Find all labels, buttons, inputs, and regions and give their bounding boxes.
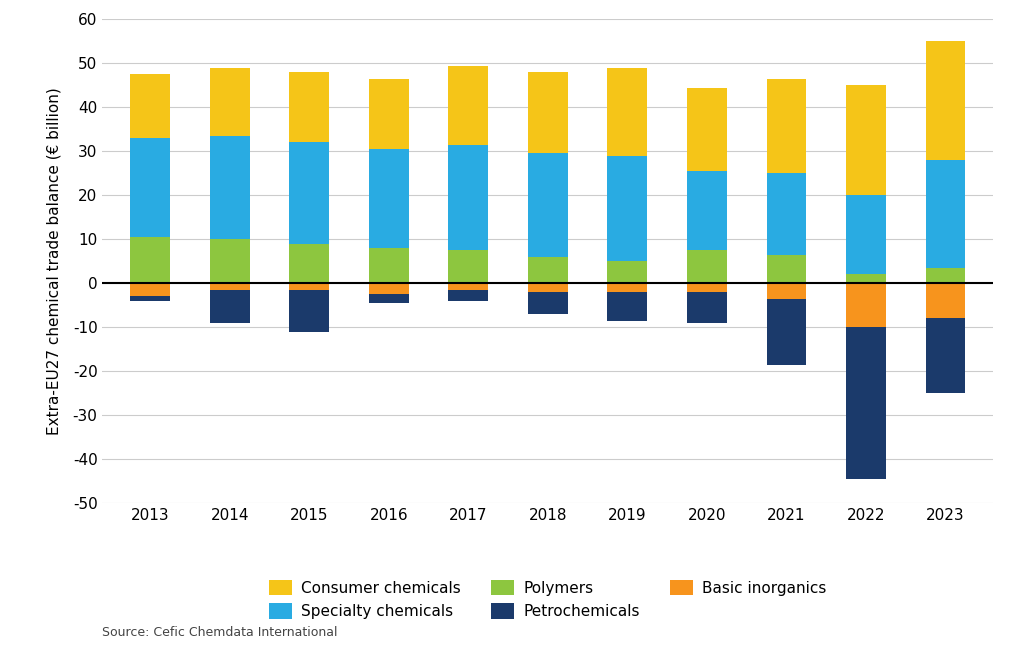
Bar	[369, 283, 409, 294]
Bar	[767, 283, 806, 299]
Text: Source: Cefic Chemdata International: Source: Cefic Chemdata International	[102, 626, 338, 639]
Bar	[130, 138, 170, 237]
Bar	[290, 244, 329, 283]
Bar	[210, 68, 250, 136]
Bar	[528, 72, 567, 154]
Bar	[369, 149, 409, 248]
Bar	[687, 250, 727, 283]
Bar	[449, 290, 488, 301]
Bar	[130, 283, 170, 297]
Bar	[607, 155, 647, 261]
Bar	[767, 79, 806, 174]
Bar	[926, 268, 966, 283]
Bar	[449, 144, 488, 250]
Bar	[926, 41, 966, 160]
Y-axis label: Extra-EU27 chemical trade balance (€ billion): Extra-EU27 chemical trade balance (€ bil…	[46, 87, 61, 435]
Bar	[449, 283, 488, 290]
Bar	[528, 283, 567, 292]
Bar	[846, 283, 886, 327]
Bar	[607, 261, 647, 283]
Bar	[687, 292, 727, 322]
Bar	[528, 154, 567, 257]
Bar	[767, 174, 806, 255]
Bar	[369, 294, 409, 303]
Bar	[607, 283, 647, 292]
Bar	[846, 85, 886, 195]
Bar	[607, 292, 647, 321]
Bar	[210, 290, 250, 322]
Bar	[846, 327, 886, 479]
Bar	[687, 283, 727, 292]
Bar	[449, 66, 488, 144]
Legend: Consumer chemicals, Specialty chemicals, Polymers, Petrochemicals, Basic inorgan: Consumer chemicals, Specialty chemicals,…	[263, 573, 833, 626]
Bar	[290, 290, 329, 332]
Bar	[290, 283, 329, 290]
Bar	[130, 297, 170, 301]
Bar	[607, 68, 647, 155]
Bar	[130, 74, 170, 138]
Bar	[687, 88, 727, 171]
Bar	[210, 283, 250, 290]
Bar	[290, 72, 329, 143]
Bar	[846, 274, 886, 283]
Bar	[926, 319, 966, 393]
Bar	[210, 239, 250, 283]
Bar	[926, 160, 966, 268]
Bar	[846, 195, 886, 274]
Bar	[130, 237, 170, 283]
Bar	[767, 255, 806, 283]
Bar	[369, 79, 409, 149]
Bar	[926, 283, 966, 319]
Bar	[528, 292, 567, 314]
Bar	[767, 299, 806, 364]
Bar	[449, 250, 488, 283]
Bar	[290, 143, 329, 244]
Bar	[528, 257, 567, 283]
Bar	[369, 248, 409, 283]
Bar	[210, 136, 250, 239]
Bar	[687, 171, 727, 250]
